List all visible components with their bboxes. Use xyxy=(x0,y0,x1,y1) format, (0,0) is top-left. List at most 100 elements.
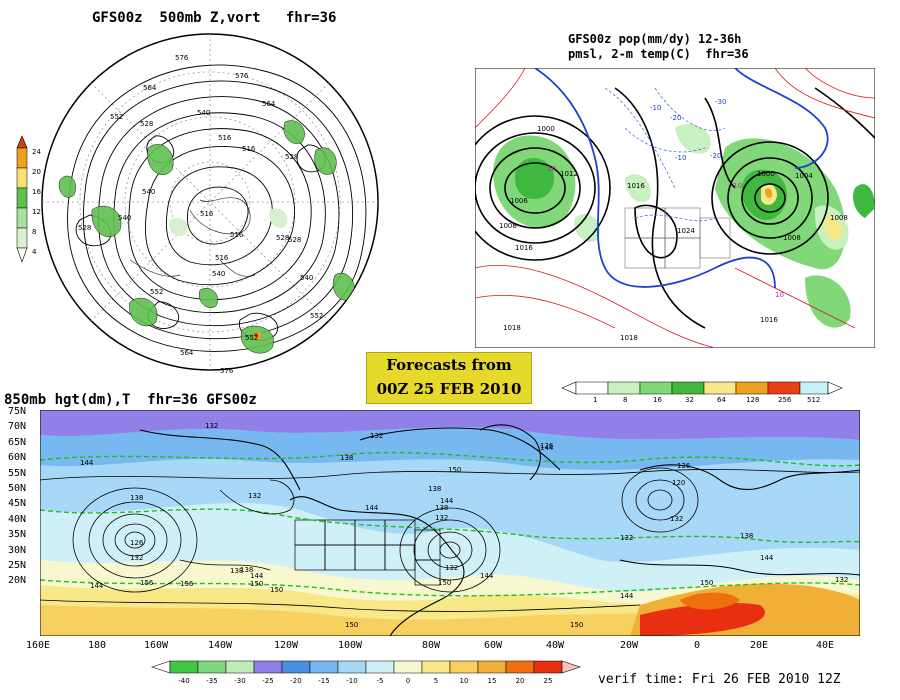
colorbar-label: 12 xyxy=(32,208,41,216)
contour-label: 144 xyxy=(760,554,774,562)
lon-label: 0 xyxy=(694,640,701,651)
contour-label: 528 xyxy=(140,120,153,128)
contour-label: 552 xyxy=(150,288,163,296)
temp-label: -20 xyxy=(710,152,721,160)
colorbar-label: 4 xyxy=(32,248,37,256)
colorbar-label: -15 xyxy=(318,677,329,685)
contour-label: 138 xyxy=(340,454,353,462)
contour-label: 144 xyxy=(540,444,554,452)
temp-label: 10 xyxy=(775,291,784,299)
colorbar-label: 512 xyxy=(807,396,820,404)
contour-label: 144 xyxy=(250,572,264,580)
colorbar-label: -10 xyxy=(346,677,357,685)
contour-label: 138 xyxy=(230,567,243,575)
colorbar-label: 20 xyxy=(32,168,41,176)
colorbar-label: 64 xyxy=(717,396,726,404)
colorbar-label: 24 xyxy=(32,148,41,156)
contour-label: 564 xyxy=(180,349,194,357)
pressure-label: 1018 xyxy=(620,334,638,342)
contour-label: 126 xyxy=(677,462,691,470)
colorbar-label: 0 xyxy=(406,677,410,685)
temp-label: -10 xyxy=(675,154,686,162)
colorbar-label: -30 xyxy=(234,677,245,685)
lon-label: 40W xyxy=(546,640,565,651)
colorbar-label: 1 xyxy=(593,396,597,404)
pressure-label: 1008 xyxy=(499,222,517,230)
contour-label: 150 xyxy=(570,621,583,629)
contour-label: 150 xyxy=(700,579,713,587)
colorbar-label: -40 xyxy=(178,677,189,685)
contour-label: 528 xyxy=(276,234,289,242)
colorbar-label: 5 xyxy=(434,677,438,685)
colorbar-label: 15 xyxy=(488,677,497,685)
contour-label: 564 xyxy=(143,84,157,92)
contour-label: 144 xyxy=(365,504,379,512)
polar-500mb-map: 576 576 564 564 552 540 528 516 516 528 … xyxy=(41,33,379,375)
lon-label: 100W xyxy=(338,640,363,651)
pressure-label: 1016 xyxy=(515,244,533,252)
colorbar-label: 16 xyxy=(32,188,41,196)
panel-pop-title-line1: GFS00z pop(mm/dy) 12-36h xyxy=(568,32,742,46)
pressure-label: 1024 xyxy=(677,227,695,235)
latitude-axis: 75N 70N 65N 60N 55N 50N 45N 40N 35N 30N … xyxy=(8,404,26,589)
contour-label: 552 xyxy=(310,312,323,320)
contour-label: 576 xyxy=(220,367,234,375)
temp-label: -20 xyxy=(670,114,681,122)
colorbar-label: 8 xyxy=(32,228,36,236)
contour-label: 132 xyxy=(248,492,261,500)
lon-label: 140W xyxy=(208,640,233,651)
lat-label: 30N xyxy=(8,544,27,556)
lat-label: 40N xyxy=(8,513,27,525)
temp-label: -30 xyxy=(715,98,726,106)
lon-label: 120W xyxy=(274,640,299,651)
contour-label: 138 xyxy=(740,532,753,540)
colorbar-label: 16 xyxy=(653,396,662,404)
contour-label: 150 xyxy=(250,580,263,588)
pressure-label: 1018 xyxy=(503,324,521,332)
contour-label: 156 xyxy=(180,580,194,588)
contour-label: 144 xyxy=(620,592,634,600)
panel-850mb-title: 850mb hgt(dm),T fhr=36 GFS00z xyxy=(4,392,257,408)
forecast-line1: Forecasts from xyxy=(386,356,512,374)
contour-label: 132 xyxy=(130,554,143,562)
forecast-line2: 00Z 25 FEB 2010 xyxy=(376,380,522,398)
contour-label: 138 xyxy=(428,485,441,493)
pressure-label: 1008 xyxy=(783,234,801,242)
colorbar-label: -20 xyxy=(290,677,301,685)
contour-label: 144 xyxy=(480,572,494,580)
lon-label: 180 xyxy=(88,640,107,651)
contour-label: 528 xyxy=(288,236,301,244)
lat-label: 55N xyxy=(8,467,27,479)
contour-label: 516 xyxy=(230,231,244,239)
longitude-axis: 160E 180 160W 140W 120W 100W 80W 60W 40W… xyxy=(26,640,866,654)
contour-label: 144 xyxy=(80,459,94,467)
pressure-label: 1016 xyxy=(627,182,645,190)
vorticity-colorbar: 24 20 16 12 8 4 xyxy=(16,135,41,263)
contour-label: 528 xyxy=(285,153,298,161)
contour-label: 132 xyxy=(620,534,633,542)
contour-label: 540 xyxy=(118,214,131,222)
contour-label: 552 xyxy=(245,334,258,342)
contour-label: 132 xyxy=(205,422,218,430)
lat-label: 65N xyxy=(8,436,27,448)
temperature-colorbar: -40 -35 -30 -25 -20 -15 -10 -5 0 5 10 15… xyxy=(151,660,581,685)
contour-label: 132 xyxy=(435,514,448,522)
pressure-label: 1000 xyxy=(537,125,555,133)
colorbar-label: 20 xyxy=(516,677,525,685)
contour-label: 576 xyxy=(175,54,189,62)
colorbar-label: 25 xyxy=(544,677,553,685)
lat-label: 35N xyxy=(8,529,27,541)
contour-label: 126 xyxy=(540,442,554,450)
pop-pmsl-map: 1000 1006 1008 1012 1016 1018 1016 1024 … xyxy=(475,68,875,348)
lon-label: 40E xyxy=(816,640,835,651)
contour-label: 540 xyxy=(212,270,225,278)
colorbar-label: 128 xyxy=(746,396,759,404)
contour-label: 150 xyxy=(438,579,451,587)
pressure-label: 1016 xyxy=(760,316,778,324)
lat-label: 20N xyxy=(8,575,27,587)
contour-label: 132 xyxy=(835,576,848,584)
lon-label: 160E xyxy=(26,640,51,651)
colorbar-label: 10 xyxy=(460,677,469,685)
map-850mb: 132 138 144 126 132 138 144 150 156 132 … xyxy=(40,410,860,636)
pressure-label: 1004 xyxy=(795,172,813,180)
